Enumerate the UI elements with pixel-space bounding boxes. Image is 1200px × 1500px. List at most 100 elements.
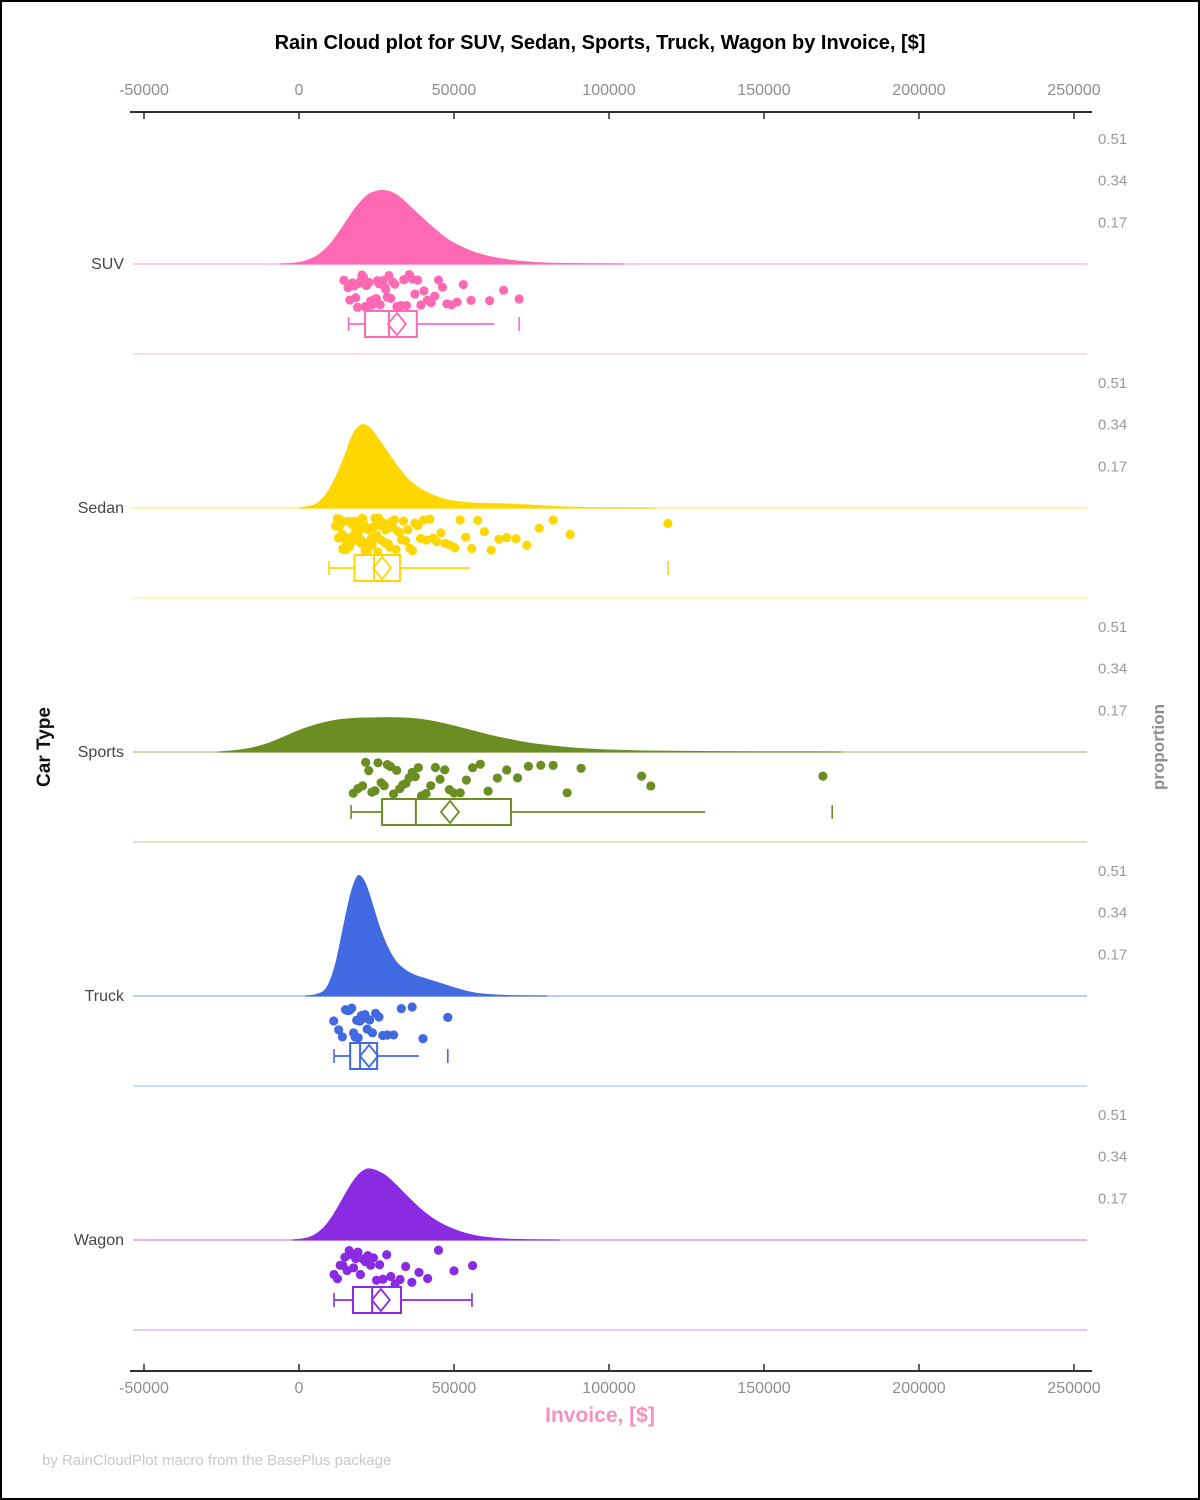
- bottom-axis-tick-label: 250000: [1047, 1380, 1100, 1397]
- rain-dot-Wagon: [348, 1263, 359, 1273]
- rain-dot-Truck: [353, 1033, 363, 1043]
- rain-dot-SUV: [433, 275, 444, 285]
- rain-dot-SUV: [351, 293, 361, 303]
- rain-dot-SUV: [452, 297, 462, 307]
- rain-dot-SUV: [381, 284, 391, 295]
- mean-diamond-Wagon: [370, 1287, 392, 1313]
- mean-diamond-SUV: [386, 311, 408, 337]
- proportion-tick-label: 0.34: [1098, 661, 1127, 678]
- rain-dot-Truck: [407, 1002, 417, 1012]
- rain-dot-Sports: [502, 765, 512, 775]
- top-axis-tick-label: 200000: [892, 82, 945, 99]
- rain-dot-SUV: [410, 289, 420, 299]
- proportion-axis-title: proportion: [1149, 704, 1168, 790]
- rain-dot-Wagon: [423, 1273, 433, 1284]
- rain-dot-Sports: [461, 775, 471, 785]
- rain-dot-Wagon: [407, 1277, 417, 1287]
- rain-dot-Truck: [396, 1003, 406, 1014]
- rain-dot-SUV: [375, 300, 385, 310]
- rain-dot-Wagon: [378, 1274, 388, 1284]
- proportion-tick-label: 0.34: [1098, 417, 1127, 434]
- rain-dot-Sedan: [511, 534, 521, 544]
- proportion-tick-label: 0.17: [1098, 214, 1127, 231]
- rain-dot-Sports: [392, 765, 402, 775]
- rain-dot-Sedan: [455, 515, 465, 525]
- rain-dot-Sedan: [479, 527, 489, 537]
- proportion-tick-label: 0.51: [1098, 375, 1127, 392]
- rain-dot-Truck: [374, 1012, 384, 1022]
- top-axis-tick-label: -50000: [119, 82, 169, 99]
- top-axis-tick-label: 50000: [432, 82, 477, 99]
- rain-dot-Truck: [443, 1012, 453, 1023]
- rain-dot-SUV: [466, 295, 476, 306]
- rain-dot-SUV: [413, 275, 423, 285]
- rain-dot-Sports: [379, 781, 389, 791]
- bottom-axis-tick-label: 0: [295, 1380, 304, 1397]
- rain-dot-Wagon: [401, 1261, 411, 1272]
- density-cloud-Sedan: [298, 424, 656, 509]
- rain-dot-Wagon: [414, 1267, 424, 1278]
- rain-dot-Sports: [562, 788, 572, 798]
- rain-dot-Sedan: [425, 514, 435, 524]
- rain-dot-Sports: [364, 766, 374, 776]
- density-cloud-Wagon: [292, 1168, 560, 1241]
- proportion-tick-label: 0.34: [1098, 173, 1127, 190]
- rain-dot-Truck: [418, 1034, 428, 1044]
- proportion-tick-label: 0.34: [1098, 1149, 1127, 1166]
- rain-dot-Sports: [646, 781, 656, 791]
- rain-dot-SUV: [352, 302, 363, 312]
- rain-dot-Sports: [475, 759, 485, 769]
- mean-diamond-Truck: [358, 1043, 380, 1069]
- rain-dot-Wagon: [375, 1260, 385, 1270]
- bottom-axis-tick-label: 150000: [737, 1380, 790, 1397]
- rain-dot-SUV: [514, 294, 524, 304]
- category-label-Wagon: Wagon: [74, 1232, 124, 1249]
- rain-dot-Sports: [576, 763, 586, 773]
- rain-dot-Sedan: [403, 525, 413, 535]
- rain-dot-Sports: [430, 762, 440, 773]
- rain-dot-Sports: [548, 760, 558, 770]
- rain-dot-Truck: [329, 1016, 339, 1026]
- box-Sports: [381, 798, 513, 826]
- rain-dot-Truck: [334, 1025, 344, 1035]
- rain-dot-Wagon: [355, 1269, 365, 1280]
- rain-dot-Sedan: [486, 545, 496, 555]
- rain-dot-Truck: [367, 1028, 378, 1038]
- rain-dot-Sports: [410, 772, 420, 782]
- rain-dot-Sedan: [565, 529, 575, 540]
- bottom-axis-tick-label: 100000: [582, 1380, 635, 1397]
- top-axis-tick-label: 0: [295, 82, 304, 99]
- rain-dot-Truck: [337, 1032, 347, 1042]
- mean-diamond-Sports: [439, 799, 461, 825]
- box-SUV: [364, 310, 418, 338]
- rain-dot-Sedan: [461, 532, 471, 542]
- box-Wagon: [351, 1286, 402, 1314]
- rain-dot-Sedan: [473, 515, 483, 526]
- attribution-footnote: by RainCloudPlot macro from the BasePlus…: [42, 1452, 392, 1469]
- rain-dot-Sedan: [534, 523, 544, 533]
- rain-dot-Sports: [357, 781, 368, 791]
- box-Sedan: [353, 554, 402, 582]
- rain-dot-Truck: [388, 1030, 399, 1040]
- rain-dot-Sedan: [663, 518, 673, 528]
- category-label-Sports: Sports: [78, 744, 124, 761]
- rain-dot-Sedan: [467, 543, 477, 554]
- top-axis-tick-label: 100000: [582, 82, 635, 99]
- rain-dot-Sedan: [432, 537, 442, 547]
- rain-dot-Wagon: [332, 1274, 343, 1284]
- rain-dot-Sedan: [395, 527, 405, 538]
- density-cloud-SUV: [280, 189, 625, 265]
- rain-dot-Sports: [818, 771, 828, 781]
- rain-dot-Sedan: [548, 515, 558, 525]
- top-axis-tick-label: 150000: [737, 82, 790, 99]
- rain-dot-Wagon: [433, 1245, 444, 1255]
- rain-dot-Wagon: [449, 1266, 459, 1276]
- rain-dot-Sports: [455, 788, 465, 798]
- rain-dot-SUV: [390, 279, 400, 289]
- rain-dot-Sports: [435, 774, 445, 784]
- rain-dot-Wagon: [353, 1247, 363, 1257]
- rain-dot-Sedan: [357, 536, 367, 546]
- rain-dot-Wagon: [395, 1274, 405, 1285]
